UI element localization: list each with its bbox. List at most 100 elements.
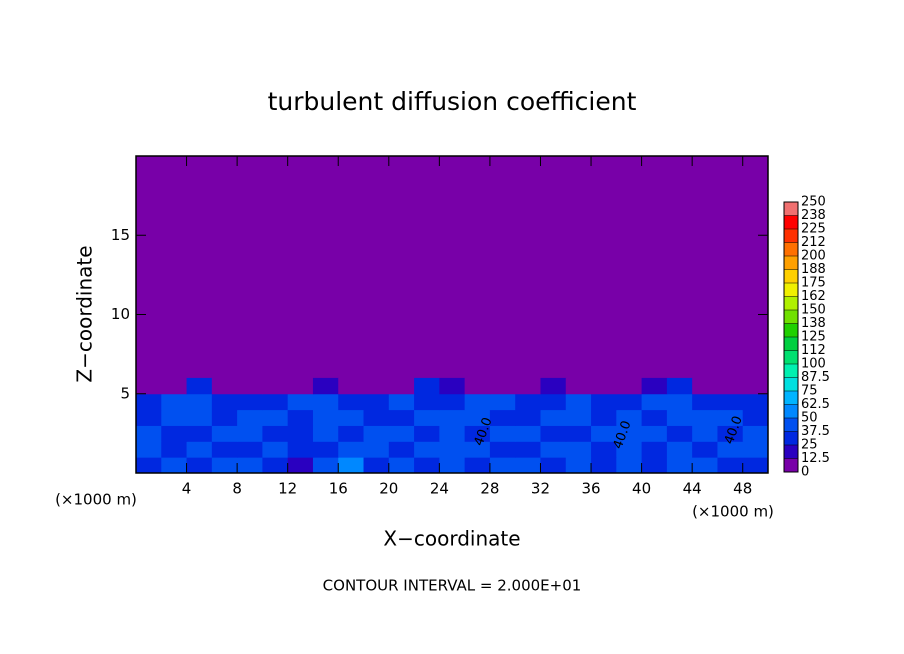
field-cell — [338, 377, 365, 395]
field-cell — [591, 409, 617, 426]
field-cell — [186, 457, 213, 474]
field-cell — [692, 425, 718, 442]
field-cell — [717, 409, 744, 426]
x-tick-label: 32 — [531, 480, 550, 498]
colorbar-label: 225 — [801, 222, 826, 237]
colorbar-label: 12.5 — [801, 451, 830, 466]
field-cell — [742, 377, 769, 395]
colorbar-label: 75 — [801, 384, 818, 399]
field-cell — [287, 393, 314, 411]
colorbar-swatch — [784, 310, 798, 324]
field-cell — [262, 377, 289, 395]
field-cell — [489, 409, 516, 426]
y-tick-label: 15 — [111, 226, 130, 244]
x-tick-label: 8 — [232, 480, 242, 498]
x-tick-label: 28 — [480, 480, 499, 498]
field-cell — [692, 441, 718, 458]
field-cell — [363, 441, 390, 458]
field-cell — [717, 393, 744, 411]
field-cell — [363, 425, 390, 442]
field-cell — [136, 377, 162, 395]
field-cell — [262, 393, 289, 411]
colorbar-label: 250 — [801, 195, 826, 210]
field-cell — [641, 457, 668, 474]
field-cell — [515, 457, 541, 474]
field-cell — [186, 377, 213, 395]
field-cell — [464, 377, 491, 395]
field-cell — [565, 457, 592, 474]
field-cell — [591, 457, 617, 474]
colorbar-label: 200 — [801, 249, 826, 264]
field-cell — [515, 393, 541, 411]
field-cell — [237, 425, 263, 442]
colorbar-swatch — [784, 350, 798, 364]
field-cell — [161, 441, 188, 458]
field-cell — [161, 377, 188, 395]
field-cell — [161, 457, 188, 474]
field-cell — [464, 441, 491, 458]
colorbar-swatch — [784, 202, 798, 216]
field-cell — [136, 409, 162, 426]
x-tick-label: 40 — [632, 480, 651, 498]
field-cell — [312, 457, 339, 474]
field-cell — [540, 393, 567, 411]
field-cell — [186, 425, 213, 442]
field-cell — [616, 425, 643, 442]
field-cell — [717, 457, 744, 474]
field-cell — [161, 425, 188, 442]
field-cell — [439, 409, 466, 426]
field-cell — [692, 377, 718, 395]
colorbar-label: 212 — [801, 235, 826, 250]
colorbar-swatch — [784, 404, 798, 418]
field-cell — [211, 409, 238, 426]
field-cell — [237, 409, 263, 426]
field-cell — [312, 393, 339, 411]
field-cell — [565, 377, 592, 395]
field-cell — [414, 425, 440, 442]
colorbar-label: 238 — [801, 208, 826, 223]
field-cell — [287, 409, 314, 426]
field-cell — [742, 393, 769, 411]
contour-interval-note: CONTOUR INTERVAL = 2.000E+01 — [323, 577, 582, 595]
x-tick-label: 44 — [683, 480, 702, 498]
colorbar-swatch — [784, 283, 798, 297]
field-cell — [287, 425, 314, 442]
field-cell — [616, 457, 643, 474]
field-cell — [439, 457, 466, 474]
x-tick-label: 4 — [182, 480, 192, 498]
field-cell — [565, 409, 592, 426]
field-cell — [186, 409, 213, 426]
field-cell — [616, 377, 643, 395]
field-cell — [237, 441, 263, 458]
field-cell — [464, 457, 491, 474]
x-tick-label: 36 — [581, 480, 600, 498]
field-cell — [515, 409, 541, 426]
field-cell — [464, 409, 491, 426]
field-cell — [641, 425, 668, 442]
field-cell — [414, 409, 440, 426]
colorbar-swatch — [784, 337, 798, 351]
colorbar-swatch — [784, 445, 798, 459]
field-cell — [262, 441, 289, 458]
field-cell — [742, 457, 769, 474]
field-cell — [540, 409, 567, 426]
field-cell — [211, 377, 238, 395]
colorbar-label: 62.5 — [801, 397, 830, 412]
field-cell — [489, 441, 516, 458]
field-cell — [161, 409, 188, 426]
field-cell — [338, 393, 365, 411]
colorbar-swatch — [784, 364, 798, 378]
field-cell — [666, 457, 693, 474]
field-cell — [414, 393, 440, 411]
field-cell — [692, 457, 718, 474]
field-cell — [363, 393, 390, 411]
field-cell — [388, 441, 415, 458]
field-cell — [540, 441, 567, 458]
field-cell — [237, 457, 263, 474]
field-cell — [312, 425, 339, 442]
field-cell — [591, 377, 617, 395]
field-cell — [692, 393, 718, 411]
field-cell — [186, 393, 213, 411]
field-cell — [211, 457, 238, 474]
colorbar-swatch — [784, 256, 798, 270]
